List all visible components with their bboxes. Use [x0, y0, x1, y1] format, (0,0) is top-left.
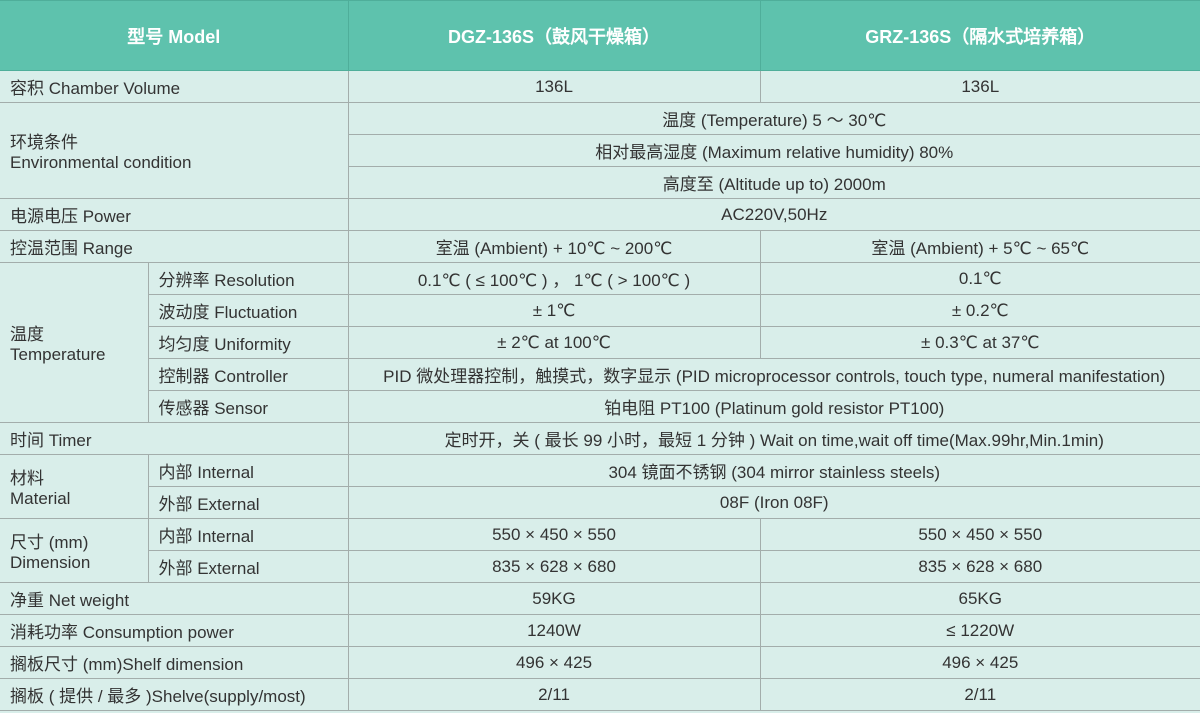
table-row: 均匀度 Uniformity ± 2℃ at 100℃ ± 0.3℃ at 37…	[0, 326, 1200, 359]
cell: 室温 (Ambient) + 10℃ ~ 200℃	[347, 230, 761, 263]
cell: 2/11	[759, 678, 1200, 711]
cell: 温度 (Temperature) 5 ～ 30℃	[347, 102, 1200, 135]
cell: 59KG	[347, 582, 761, 615]
sub-label: 均匀度 Uniformity	[148, 326, 349, 359]
cell: 1240W	[347, 614, 761, 647]
row-label: 尺寸 (mm) Dimension	[0, 518, 149, 583]
table-row: 控温范围 Range 室温 (Ambient) + 10℃ ~ 200℃ 室温 …	[0, 230, 1200, 263]
row-label: 电源电压 Power	[0, 198, 349, 231]
table-row: 高度至 (Altitude up to) 2000m	[0, 166, 1200, 199]
label-en: Environmental condition	[10, 153, 192, 172]
cell: 0.1℃ ( ≤ 100℃ ) ， 1℃ ( > 100℃ )	[347, 262, 761, 295]
cell: 65KG	[759, 582, 1200, 615]
table-row: 传感器 Sensor 铂电阻 PT100 (Platinum gold resi…	[0, 390, 1200, 423]
cell: 2/11	[347, 678, 761, 711]
sub-label: 内部 Internal	[147, 518, 349, 551]
sub-label: 分辨率 Resolution	[147, 262, 349, 295]
cell: 08F (Iron 08F)	[347, 486, 1200, 519]
cell: AC220V,50Hz	[347, 198, 1200, 231]
cell: 835 × 628 × 680	[347, 550, 761, 583]
header-dgz: DGZ-136S（鼓风干燥箱）	[347, 0, 761, 71]
table-row: 相对最高湿度 (Maximum relative humidity) 80%	[0, 134, 1200, 167]
row-label: 材料 Material	[0, 454, 149, 519]
row-label: 温度 Temperature	[0, 262, 149, 423]
sub-label: 波动度 Fluctuation	[148, 294, 349, 327]
cell: 铂电阻 PT100 (Platinum gold resistor PT100)	[347, 390, 1200, 423]
cell: 835 × 628 × 680	[759, 550, 1200, 583]
sub-label: 外部 External	[148, 486, 349, 519]
label-cn: 温度	[10, 325, 44, 344]
cell: 定时开，关 ( 最长 99 小时，最短 1 分钟 ) Wait on time,…	[347, 422, 1200, 455]
cell: 550 × 450 × 550	[759, 518, 1200, 551]
label-cn: 材料	[10, 469, 44, 488]
cell: 136L	[759, 70, 1200, 103]
table-row: 材料 Material 内部 Internal 304 镜面不锈钢 (304 mi…	[0, 454, 1200, 519]
table-row: 温度 Temperature 分辨率 Resolution 0.1℃ ( ≤ 10…	[0, 262, 1200, 423]
table-row: 尺寸 (mm) Dimension 内部 Internal 550 × 450 ×…	[0, 518, 1200, 583]
header-model: 型号 Model	[0, 0, 349, 71]
sub-label: 外部 External	[148, 550, 349, 583]
cell: 496 × 425	[347, 646, 761, 679]
cell: 高度至 (Altitude up to) 2000m	[348, 166, 1200, 199]
cell: ± 2℃ at 100℃	[347, 326, 761, 359]
label-en: Temperature	[10, 345, 106, 364]
table-row: 外部 External 835 × 628 × 680 835 × 628 × …	[0, 550, 1200, 583]
table-row: 外部 External 08F (Iron 08F)	[0, 486, 1200, 519]
row-label: 时间 Timer	[0, 422, 349, 455]
label-en: Material	[10, 489, 71, 508]
sub-label: 传感器 Sensor	[148, 390, 349, 423]
table-row: 搁板 ( 提供 / 最多 )Shelve(supply/most) 2/11 2…	[0, 678, 1200, 711]
cell: 0.1℃	[759, 262, 1200, 295]
row-label: 消耗功率 Consumption power	[0, 614, 349, 647]
row-label: 环境条件 Environmental condition	[0, 102, 349, 199]
table-row: 净重 Net weight 59KG 65KG	[0, 582, 1200, 615]
header-row: 型号 Model DGZ-136S（鼓风干燥箱） GRZ-136S（隔水式培养箱…	[0, 0, 1200, 71]
table-row: 时间 Timer 定时开，关 ( 最长 99 小时，最短 1 分钟 ) Wait…	[0, 422, 1200, 455]
row-label: 搁板 ( 提供 / 最多 )Shelve(supply/most)	[0, 678, 349, 711]
table-row: 容积 Chamber Volume 136L 136L	[0, 70, 1200, 103]
cell: 304 镜面不锈钢 (304 mirror stainless steels)	[347, 454, 1200, 487]
table-row: 电源电压 Power AC220V,50Hz	[0, 198, 1200, 231]
row-label: 控温范围 Range	[0, 230, 349, 263]
table-row: 波动度 Fluctuation ± 1℃ ± 0.2℃	[0, 294, 1200, 327]
table-row: 环境条件 Environmental condition 温度 (Temperat…	[0, 102, 1200, 199]
cell: 550 × 450 × 550	[347, 518, 761, 551]
label-cn: 尺寸 (mm)	[10, 533, 89, 552]
cell: 相对最高湿度 (Maximum relative humidity) 80%	[348, 134, 1200, 167]
sub-label: 内部 Internal	[147, 454, 349, 487]
header-grz: GRZ-136S（隔水式培养箱）	[759, 0, 1200, 71]
cell: 室温 (Ambient) + 5℃ ~ 65℃	[759, 230, 1200, 263]
row-label: 容积 Chamber Volume	[0, 70, 349, 103]
cell: ± 0.3℃ at 37℃	[759, 326, 1200, 359]
row-label: 搁板尺寸 (mm)Shelf dimension	[0, 646, 349, 679]
table-row: 消耗功率 Consumption power 1240W ≤ 1220W	[0, 614, 1200, 647]
cell: 136L	[347, 70, 761, 103]
table-row: 控制器 Controller PID 微处理器控制，触摸式，数字显示 (PID …	[0, 358, 1200, 391]
cell: ± 0.2℃	[759, 294, 1200, 327]
cell: 496 × 425	[759, 646, 1200, 679]
cell: ≤ 1220W	[759, 614, 1200, 647]
cell: ± 1℃	[347, 294, 761, 327]
cell: PID 微处理器控制，触摸式，数字显示 (PID microprocessor …	[347, 358, 1200, 391]
label-cn: 环境条件	[10, 133, 78, 152]
sub-label: 控制器 Controller	[148, 358, 349, 391]
table-row: 搁板尺寸 (mm)Shelf dimension 496 × 425 496 ×…	[0, 646, 1200, 679]
label-en: Dimension	[10, 553, 91, 572]
row-label: 净重 Net weight	[0, 582, 349, 615]
